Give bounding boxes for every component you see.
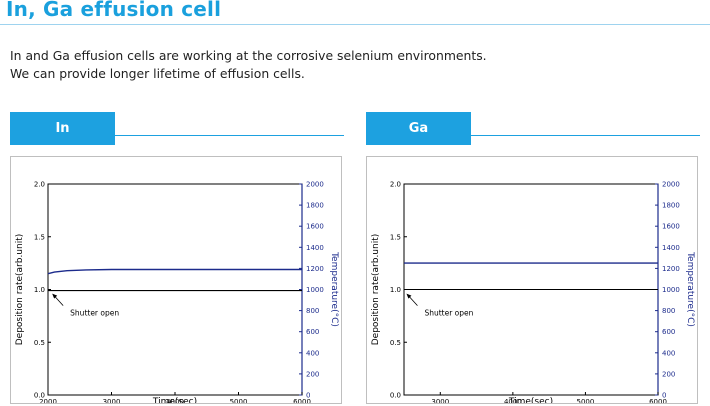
title-divider [0,24,710,25]
annotation-label: Shutter open [70,309,119,318]
y2-tick-label: 800 [306,307,319,315]
annotation-label: Shutter open [424,309,473,318]
x-tick-label: 5000 [230,398,248,404]
x-tick-label: 4000 [166,398,184,404]
x-tick-label: 6000 [649,398,667,404]
y-tick-label: 1.5 [34,233,45,241]
y2-axis-label: Temperature(°C) [329,251,339,327]
tab-ga[interactable]: Ga [366,112,471,145]
plot-area-border [47,183,303,396]
chart-ga: 3000 4000 5000 6000 0.0 0.5 1.0 1.5 2.0 0 200 400 60… [366,156,698,404]
x-tick-label: 5000 [577,398,595,404]
y-tick-label: 0.5 [34,339,45,347]
x-tick-label: 3000 [103,398,121,404]
x-axis-label: Time(sec) [152,397,197,404]
y-tick-label: 2.0 [390,181,401,189]
page-title: In, Ga effusion cell [6,0,222,21]
y-tick-label: 1.0 [390,286,401,294]
y2-tick-label: 1600 [662,223,680,231]
y-tick-label: 2.0 [34,181,45,189]
y2-tick-label: 1000 [662,286,680,294]
intro-line: We can provide longer lifetime of effusi… [10,66,305,81]
y2-tick-label: 2000 [662,181,680,189]
y2-tick-label: 200 [662,370,675,378]
x-tick-label: 6000 [293,398,311,404]
section-divider-ga [471,135,700,136]
y2-tick-label: 0 [662,392,666,400]
y2-tick-label: 600 [662,328,675,336]
y2-tick-label: 1200 [306,265,324,273]
y2-tick-label: 1800 [662,202,680,210]
chart-in: 2000 3000 4000 5000 6000 0.0 0.5 1.0 1.5 2.0 0 200 4… [10,156,342,404]
y2-tick-label: 400 [662,349,675,357]
y2-tick-label: 1400 [306,244,324,252]
x-tick-label: 2000 [39,398,57,404]
y-tick-label: 0.0 [34,392,45,400]
annotation-arrowhead [52,293,58,299]
section-divider-in [115,135,344,136]
y2-tick-label: 1800 [306,202,324,210]
y-tick-label: 1.0 [34,286,45,294]
y2-tick-label: 1600 [306,223,324,231]
y2-tick-label: 600 [306,328,319,336]
y-axis-label: Deposition rate(arb.unit) [15,234,25,346]
y2-tick-label: 0 [306,392,310,400]
x-tick-label: 3000 [431,398,449,404]
y2-axis-label: Temperature(°C) [685,251,695,327]
temperature-series-line [47,268,302,275]
chart-ga-plot: 3000 4000 5000 6000 0.0 0.5 1.0 1.5 2.0 0 200 400 60… [371,181,695,404]
y-axis-label: Deposition rate(arb.unit) [371,234,381,346]
intro-line: In and Ga effusion cells are working at … [10,48,487,63]
y-tick-label: 0.5 [390,339,401,347]
y2-tick-label: 1000 [306,286,324,294]
annotation-arrowhead [406,293,412,299]
y2-tick-label: 200 [306,370,319,378]
y2-tick-label: 1400 [662,244,680,252]
x-tick-label: 4000 [504,398,522,404]
y2-tick-label: 2000 [306,181,324,189]
y-tick-label: 1.5 [390,233,401,241]
y2-tick-label: 1200 [662,265,680,273]
y-tick-label: 0.0 [390,392,401,400]
x-axis-label: Time(sec) [508,397,553,404]
tab-in[interactable]: In [10,112,115,145]
chart-in-plot: 2000 3000 4000 5000 6000 0.0 0.5 1.0 1.5 2.0 0 200 4… [15,181,339,404]
y2-tick-label: 400 [306,349,319,357]
y2-tick-label: 800 [662,307,675,315]
intro-text: In and Ga effusion cells are working at … [10,47,700,83]
